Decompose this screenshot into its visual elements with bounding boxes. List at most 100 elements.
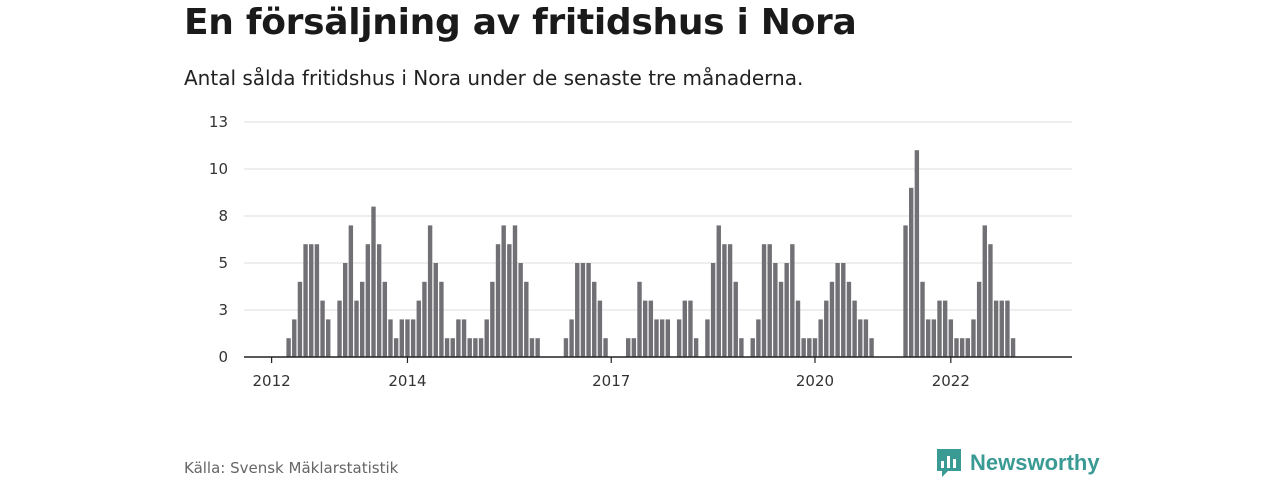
y-tick-label: 0	[218, 348, 228, 366]
bar	[665, 319, 671, 357]
bar	[954, 338, 959, 357]
bar	[801, 338, 806, 357]
bar	[682, 300, 687, 357]
chart-title: En försäljning av fritidshus i Nora	[184, 2, 857, 43]
annotations: 1	[1065, 0, 1075, 4]
bar	[982, 225, 987, 357]
bar	[524, 281, 529, 357]
bar	[988, 244, 993, 357]
bar	[909, 187, 914, 357]
bar	[903, 225, 908, 357]
bar	[399, 319, 404, 357]
bar	[841, 263, 846, 357]
bar	[569, 319, 574, 357]
bar	[376, 244, 382, 357]
bar	[592, 281, 597, 357]
bar	[343, 263, 348, 357]
bar	[405, 319, 410, 357]
bar	[439, 281, 444, 357]
bar	[575, 263, 580, 357]
bar	[586, 263, 591, 357]
bars	[286, 150, 1016, 357]
bar	[852, 300, 857, 357]
bar	[444, 338, 450, 357]
bar	[920, 281, 925, 357]
bar	[507, 244, 512, 357]
bar	[286, 338, 291, 357]
bar	[993, 300, 999, 357]
newsworthy-logo: Newsworthy	[936, 448, 1100, 478]
y-tick-label: 3	[218, 301, 228, 319]
bar	[535, 338, 540, 357]
chart-subtitle: Antal sålda fritidshus i Nora under de s…	[184, 66, 804, 90]
bar	[495, 244, 501, 357]
brand-name: Newsworthy	[970, 450, 1100, 475]
bar	[795, 300, 801, 357]
bar	[824, 300, 829, 357]
bar	[637, 281, 642, 357]
bar	[456, 319, 461, 357]
bar	[388, 319, 393, 357]
bar	[484, 319, 489, 357]
bar	[309, 244, 314, 357]
bar	[846, 281, 852, 357]
bar	[597, 300, 603, 357]
bar	[739, 338, 744, 357]
bar	[835, 263, 840, 357]
bar	[603, 338, 608, 357]
bar	[337, 300, 342, 357]
gridlines	[244, 121, 1072, 311]
bar	[761, 244, 767, 357]
y-axis-labels: 0 3 5 8 10 13	[209, 113, 228, 366]
bar	[365, 244, 371, 357]
y-tick-label: 13	[209, 113, 228, 131]
x-tick-label: 2017	[592, 372, 630, 390]
bar	[478, 338, 484, 357]
bar	[959, 338, 965, 357]
bar	[829, 281, 835, 357]
source-note: Källa: Svensk Mäklarstatistik	[184, 459, 399, 477]
bar	[467, 338, 472, 357]
bar	[790, 244, 795, 357]
bar	[292, 319, 297, 357]
highlight-value-label: 1	[1065, 0, 1075, 4]
bar	[473, 338, 478, 357]
bar	[750, 338, 755, 357]
bar	[580, 263, 586, 357]
bar	[490, 281, 495, 357]
bar	[297, 281, 303, 357]
bar	[716, 225, 721, 357]
bar	[710, 263, 716, 357]
y-tick-label: 5	[218, 254, 228, 272]
bar	[925, 319, 931, 357]
bar	[648, 300, 654, 357]
bar	[812, 338, 818, 357]
bar	[320, 300, 325, 357]
bar	[348, 225, 354, 357]
bar	[359, 281, 365, 357]
bar	[942, 300, 948, 357]
bar	[382, 281, 388, 357]
bar	[314, 244, 320, 357]
y-tick-label: 8	[218, 207, 228, 225]
bar	[416, 300, 421, 357]
x-axis: 2012 2014 2017 2020 2022	[244, 356, 1072, 390]
bar	[659, 319, 665, 357]
bar	[965, 338, 970, 357]
bar	[767, 244, 772, 357]
bar	[676, 319, 682, 357]
bar	[688, 300, 693, 357]
x-tick-label: 2020	[796, 372, 834, 390]
bar	[773, 263, 778, 357]
bar	[999, 300, 1004, 357]
bar	[410, 319, 416, 357]
bar	[858, 319, 863, 357]
bar	[807, 338, 812, 357]
bar	[971, 319, 976, 357]
bar	[642, 300, 648, 357]
bar	[518, 263, 523, 357]
bar	[563, 338, 569, 357]
bar	[422, 281, 427, 357]
bar	[863, 319, 869, 357]
